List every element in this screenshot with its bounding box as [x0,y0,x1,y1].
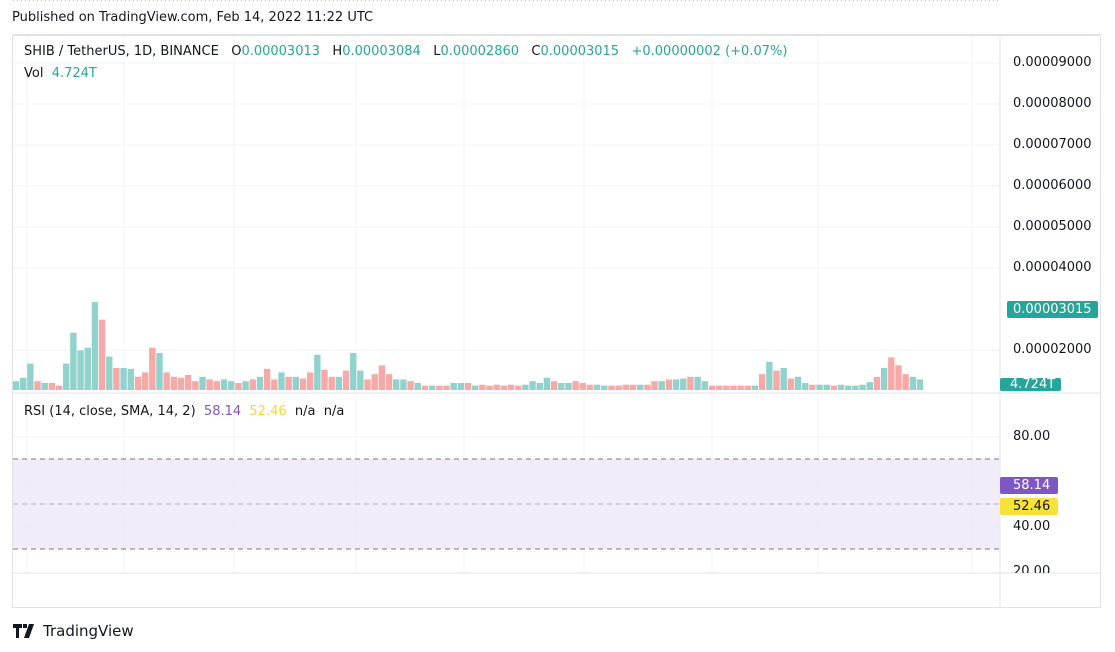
rsi-axis-label: 40.00 [1013,519,1051,534]
price-axis-label: 0.00006000 [1013,178,1092,193]
high-label: H [332,44,343,59]
current-price-tag: 0.00003015 [1007,301,1098,318]
rsi-legend[interactable]: RSI (14, close, SMA, 14, 2) 58.14 52.46 … [24,404,344,419]
rsi-na-1: n/a [294,404,316,419]
low-label: L [433,44,441,59]
symbol-legend[interactable]: SHIB / TetherUS, 1D, BINANCE O0.00003013… [24,44,787,59]
price-axis-label: 0.00005000 [1013,219,1092,234]
volume-label: Vol [24,66,44,81]
rsi-sma-tag: 52.46 [1000,498,1059,515]
high-value: 0.00003084 [342,44,421,59]
rsi-value: 58.14 [203,404,242,419]
horizontal-grid [13,62,1000,528]
symbol-title[interactable]: SHIB / TetherUS, 1D, BINANCE [24,44,219,59]
price-axis-label: 0.00009000 [1013,55,1092,70]
price-axis-label: 0.00002000 [1013,342,1092,357]
volume-bars [12,302,924,390]
change-value: +0.00000002 (+0.07%) [631,44,788,59]
brand-name: TradingView [43,622,134,640]
volume-legend[interactable]: Vol 4.724T [24,66,97,81]
open-value: 0.00003013 [241,44,321,59]
rsi-title[interactable]: RSI (14, close, SMA, 14, 2) [24,404,196,419]
open-label: O [231,44,242,59]
tradingview-logo-icon [13,624,34,638]
rsi-sma-value: 52.46 [249,404,287,419]
published-caption: Published on TradingView.com, Feb 14, 20… [12,10,374,25]
close-value: 0.00003015 [540,44,620,59]
volume-value: 4.724T [51,66,97,81]
price-axis-label: 0.00007000 [1013,137,1092,152]
low-value: 0.00002860 [440,44,520,59]
rsi-axis-label: 80.00 [1013,429,1051,444]
chart-frame [12,34,1101,608]
rsi-axis-label: 20.00 [1013,564,1051,573]
price-axis-label: 0.00004000 [1013,260,1092,275]
volume-tag: 4.724T [1000,378,1062,391]
rsi-value-tag: 58.14 [1000,477,1059,494]
tradingview-branding[interactable]: TradingView [13,622,134,640]
rsi-na-2: n/a [323,404,345,419]
close-label: C [531,44,541,59]
price-axis-label: 0.00008000 [1013,96,1092,111]
